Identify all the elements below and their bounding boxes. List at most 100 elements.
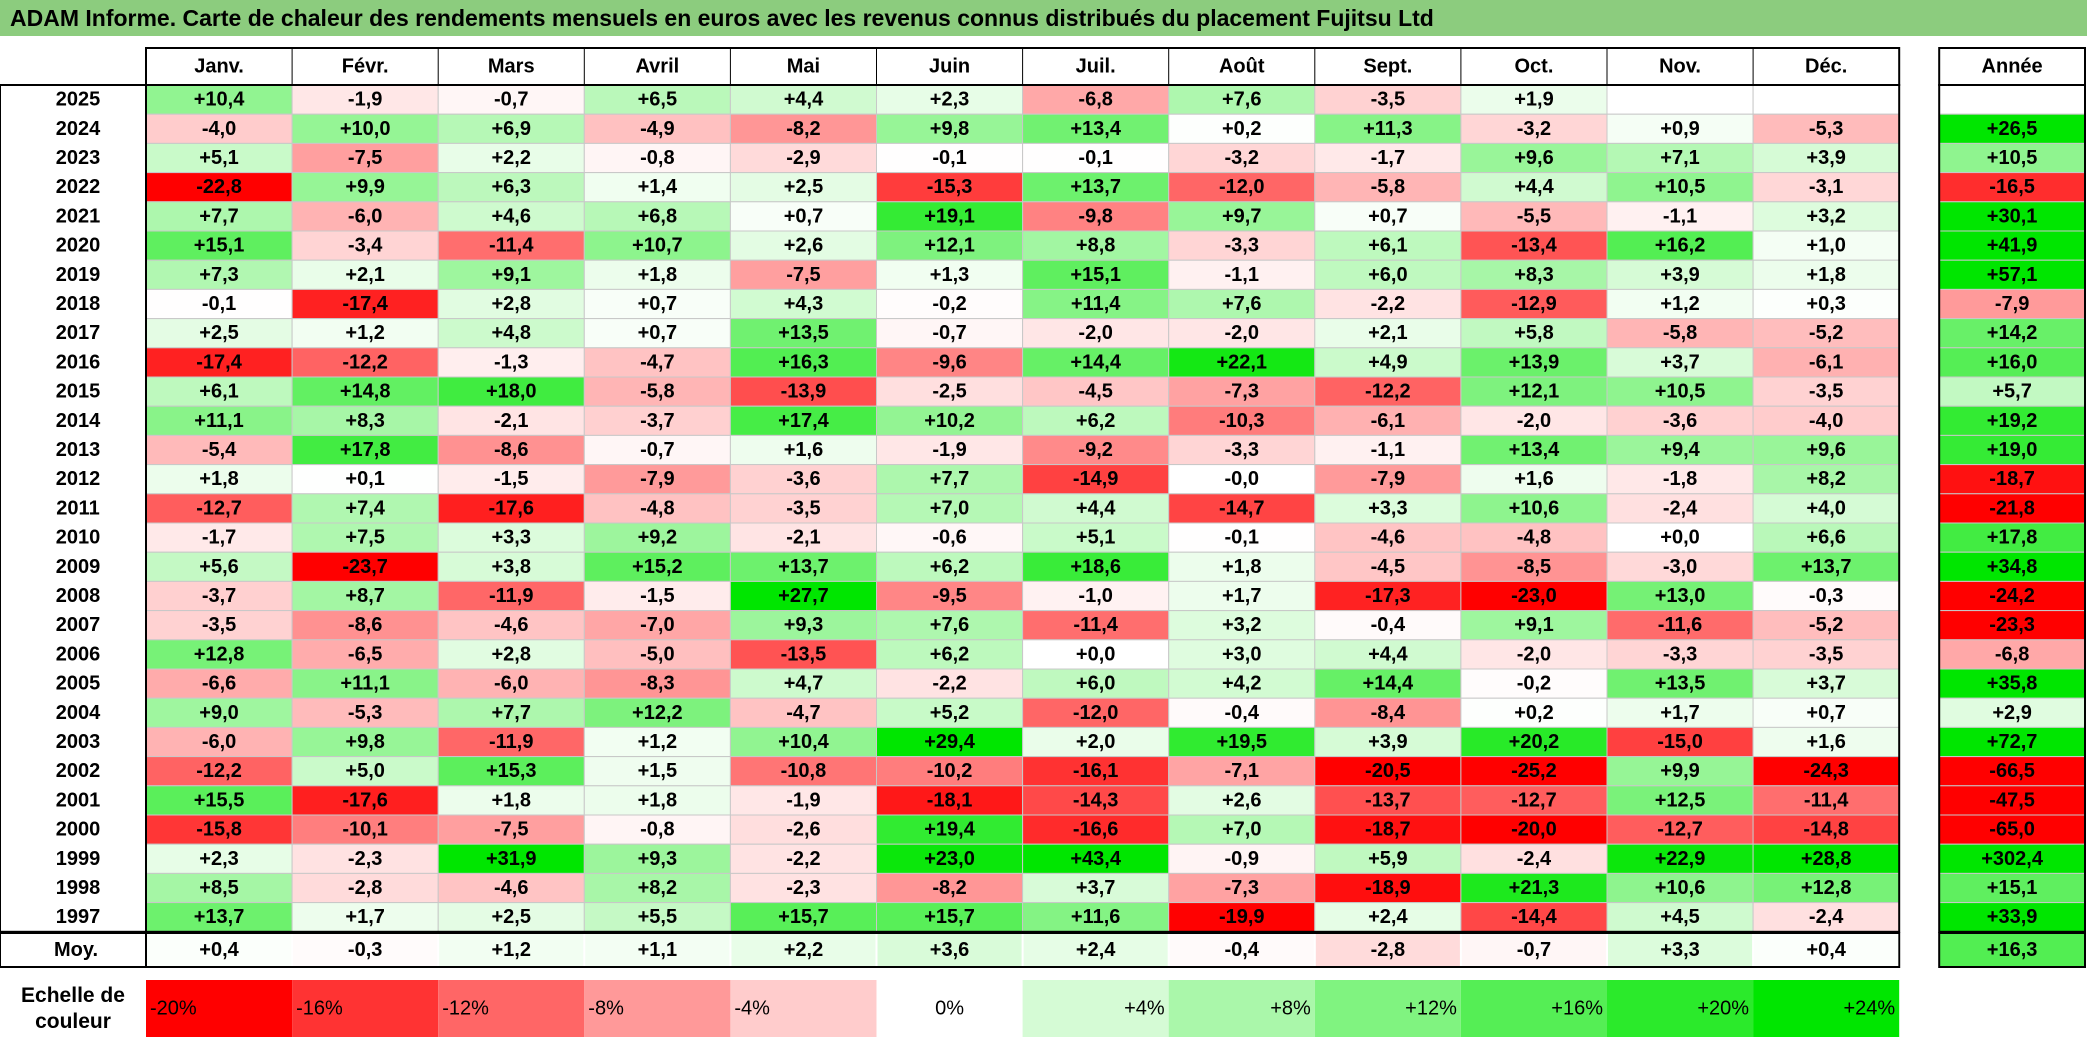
cell-value: +1,8	[1222, 556, 1261, 578]
cell-value: +3,0	[1222, 643, 1261, 665]
annual-cell	[1938, 580, 2086, 612]
cell-value: -16,6	[1073, 819, 1119, 841]
annual-value: -23,3	[1989, 614, 2035, 636]
heat-cell	[1606, 113, 1754, 144]
cell-value: -0,8	[640, 819, 674, 841]
heat-cell	[291, 785, 439, 816]
cell-value: +3,3	[492, 527, 531, 549]
cell-value: +6,6	[1806, 527, 1845, 549]
cell-value: -4,6	[494, 877, 528, 899]
cell-value: -5,8	[1371, 176, 1405, 198]
heat-cell	[145, 668, 293, 699]
cell-value: -8,5	[1517, 556, 1551, 578]
annual-value: -7,9	[1995, 293, 2029, 315]
cell-value: +7,4	[345, 497, 385, 519]
heat-cell	[291, 347, 439, 378]
annual-cell	[1938, 113, 2086, 144]
cell-value: +9,7	[1222, 205, 1261, 227]
cell-value: -1,3	[494, 351, 528, 373]
heat-cell	[1314, 493, 1462, 524]
average-cell	[877, 934, 1022, 966]
annual-value: -24,2	[1989, 585, 2035, 607]
heat-cell	[1022, 142, 1170, 174]
cell-value: +1,2	[345, 322, 384, 344]
year-label: 1999	[56, 848, 101, 870]
heat-cell	[1168, 610, 1316, 641]
cell-value: +15,1	[194, 235, 245, 257]
cell-value: -4,0	[202, 118, 236, 140]
heat-cell	[583, 113, 731, 144]
heat-cell	[1022, 464, 1170, 495]
average-value: +1,1	[638, 939, 677, 961]
year-label: 2013	[56, 439, 101, 461]
cell-value: -0,1	[1078, 147, 1112, 169]
legend-label: 0%	[935, 998, 964, 1020]
legend-label: -16%	[296, 998, 343, 1020]
year-label: 2002	[56, 760, 101, 782]
heat-cell	[876, 347, 1024, 378]
heat-cell	[1168, 843, 1316, 874]
annual-cell	[1938, 785, 2086, 816]
cell-value: -5,8	[1663, 322, 1697, 344]
cell-value: -10,8	[781, 760, 827, 782]
heat-cell	[1460, 843, 1608, 874]
heat-cell	[1168, 872, 1316, 904]
cell-value: +0,7	[638, 322, 677, 344]
heat-cell	[145, 405, 293, 436]
annual-cell	[1938, 639, 2086, 670]
heat-cell	[1460, 84, 1608, 115]
heat-cell	[729, 872, 878, 904]
heat-cell	[1168, 230, 1316, 261]
heat-cell	[1606, 172, 1754, 203]
heat-cell	[876, 843, 1024, 874]
cell-value: -3,3	[1663, 643, 1697, 665]
cell-value: -7,3	[1225, 877, 1259, 899]
heat-cell	[1606, 376, 1754, 407]
cell-value: -1,1	[1225, 264, 1259, 286]
month-header: Juin	[929, 56, 970, 78]
cell-value: +6,1	[1368, 235, 1407, 257]
cell-value: -1,8	[1663, 468, 1697, 490]
month-header: Févr.	[342, 56, 389, 78]
heat-cell	[1314, 668, 1462, 699]
heat-cell	[1606, 639, 1754, 670]
cell-value: -16,1	[1073, 760, 1119, 782]
cell-value: -1,5	[494, 468, 528, 490]
cell-value: +7,6	[1222, 89, 1261, 111]
cell-value: -8,6	[348, 614, 382, 636]
heat-cell	[1168, 347, 1316, 378]
cell-value: +1,9	[1514, 89, 1553, 111]
annual-value: +19,2	[1987, 410, 2038, 432]
cell-value: +17,4	[778, 410, 829, 432]
cell-value: +2,3	[199, 848, 238, 870]
heat-cell	[876, 639, 1024, 670]
cell-value: +14,8	[340, 381, 391, 403]
annual-cell	[1938, 376, 2086, 407]
cell-value: -14,8	[1803, 819, 1849, 841]
cell-value: +22,9	[1655, 848, 1706, 870]
heat-cell	[1606, 843, 1754, 874]
cell-value: +10,5	[1655, 176, 1706, 198]
heat-cell	[145, 318, 293, 349]
cell-value: -2,0	[1517, 410, 1551, 432]
heat-cell	[1460, 902, 1608, 933]
cell-value: +3,7	[1806, 673, 1845, 695]
legend-swatch	[1607, 980, 1754, 1037]
heat-cell	[1752, 668, 1900, 699]
cell-value: -3,7	[202, 585, 236, 607]
cell-value: -23,0	[1511, 585, 1557, 607]
year-label: 1998	[56, 877, 101, 899]
cell-value: +14,4	[1363, 673, 1414, 695]
cell-value: -2,8	[348, 877, 382, 899]
cell-value: +4,4	[784, 89, 824, 111]
cell-value: -2,1	[494, 410, 528, 432]
cell-value: +13,7	[194, 906, 245, 928]
cell-value: +1,7	[1222, 585, 1261, 607]
heat-cell	[583, 172, 731, 203]
heat-cell	[1314, 726, 1462, 758]
heat-cell	[437, 259, 585, 290]
cell-value: +13,9	[1509, 351, 1560, 373]
cell-value: +15,7	[778, 906, 829, 928]
heat-cell	[1752, 172, 1900, 203]
heat-cell	[291, 113, 439, 144]
